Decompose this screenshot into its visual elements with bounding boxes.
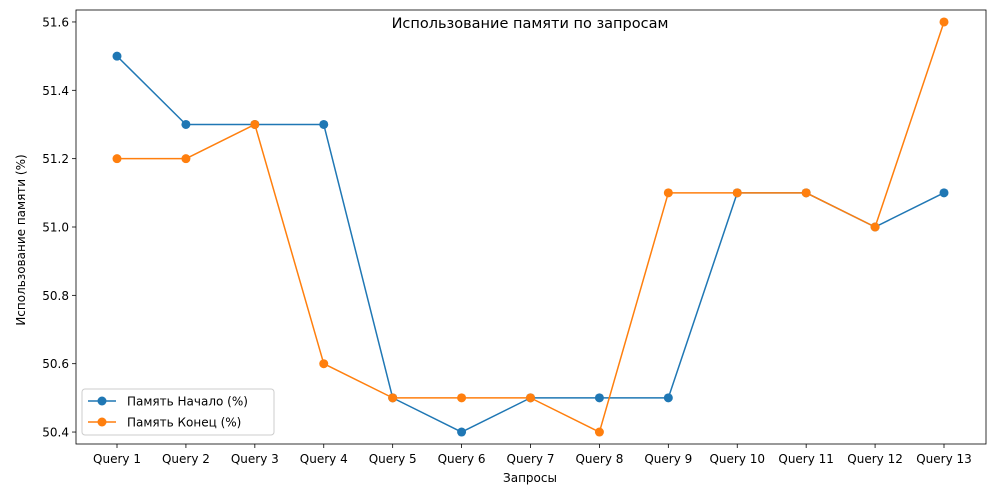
- data-point: [526, 393, 535, 403]
- x-tick-label: Query 12: [847, 452, 903, 466]
- y-tick-label: 50.8: [42, 289, 69, 303]
- data-point: [250, 119, 260, 129]
- x-tick-label: Query 11: [778, 452, 834, 466]
- x-tick-label: Query 10: [709, 452, 765, 466]
- data-point: [388, 393, 398, 403]
- data-point: [112, 154, 122, 164]
- x-tick-label: Query 13: [916, 452, 972, 466]
- x-tick-label: Query 9: [644, 452, 692, 466]
- y-tick-label: 51.2: [42, 152, 69, 166]
- data-point: [319, 119, 329, 129]
- y-tick-label: 50.6: [42, 357, 69, 371]
- x-tick-label: Query 4: [300, 452, 348, 466]
- series-2: [112, 17, 949, 437]
- y-tick-label: 51.6: [42, 15, 69, 29]
- data-point: [732, 188, 742, 198]
- y-axis-label: Использование памяти (%): [14, 154, 28, 325]
- data-point: [594, 393, 604, 403]
- x-tick-label: Query 1: [93, 452, 141, 466]
- y-tick-label: 51.0: [42, 221, 69, 235]
- series-line: [116, 55, 945, 433]
- plot-frame: [75, 9, 987, 445]
- x-tick-label: Query 8: [575, 452, 623, 466]
- chart-title: Использование памяти по запросам: [392, 16, 669, 32]
- data-point: [181, 119, 191, 129]
- data-point: [457, 427, 467, 437]
- data-point: [319, 359, 329, 369]
- data-point: [939, 17, 949, 27]
- x-tick-label: Query 5: [369, 452, 417, 466]
- x-tick-label: Query 6: [438, 452, 486, 466]
- legend-marker: [97, 396, 107, 406]
- y-tick-label: 51.4: [42, 84, 69, 98]
- x-tick-label: Query 3: [231, 452, 279, 466]
- data-point: [870, 222, 880, 232]
- data-point: [801, 188, 811, 198]
- data-point: [939, 188, 949, 198]
- series-1: [112, 51, 949, 437]
- data-point: [112, 51, 122, 61]
- data-point: [663, 188, 673, 198]
- series-layer: [112, 17, 949, 437]
- data-point: [181, 154, 191, 164]
- legend-label: Память Конец (%): [127, 416, 241, 430]
- x-axis: Query 1 Query 2 Query 3 Query 4 Query 5 Query…: [93, 444, 972, 466]
- data-point: [663, 393, 673, 403]
- legend-box: [81, 388, 275, 436]
- legend-entry: Память Конец (%): [88, 416, 241, 430]
- y-axis: 50.4 50.6 50.8 51.0 51.2 51.4 51.6: [42, 15, 76, 440]
- legend-entry: Память Начало (%): [88, 395, 248, 409]
- data-point: [594, 427, 604, 437]
- legend-label: Память Начало (%): [127, 395, 248, 409]
- data-point: [457, 393, 467, 403]
- x-axis-label: Запросы: [503, 471, 557, 485]
- legend-marker: [97, 417, 107, 427]
- series-line: [117, 21, 945, 433]
- y-tick-label: 50.4: [42, 426, 69, 440]
- x-tick-label: Query 2: [162, 452, 210, 466]
- legend: Память Начало (%) Память Конец (%): [81, 388, 275, 436]
- x-tick-label: Query 7: [507, 452, 555, 466]
